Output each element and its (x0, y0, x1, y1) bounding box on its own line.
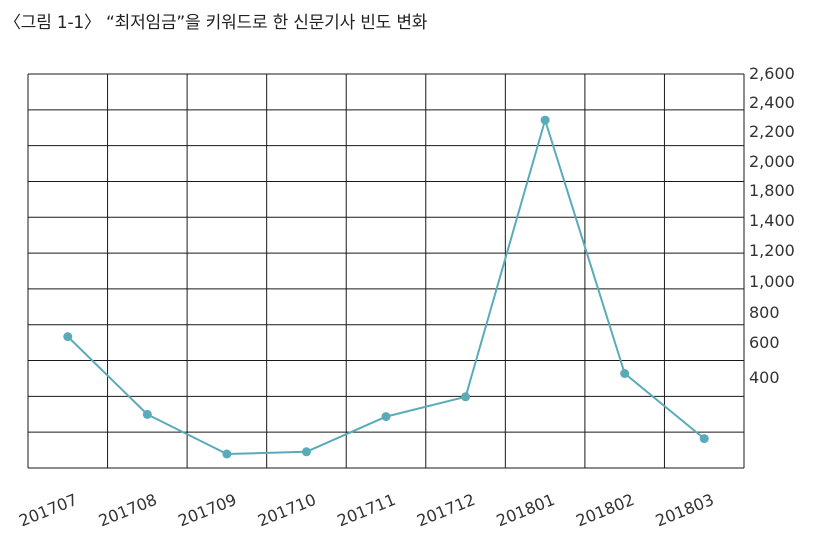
x-axis-ticks: 201707 201708 201709 201710 201711 201712 2018… (16, 490, 716, 530)
y-tick-label: 400 (749, 368, 780, 387)
y-tick-label: 600 (749, 333, 780, 352)
data-point (222, 449, 232, 459)
x-tick-label: 201709 (175, 490, 239, 530)
x-tick-label: 201802 (573, 490, 637, 530)
data-point (63, 332, 73, 342)
data-point (620, 369, 630, 378)
x-tick-label: 201707 (16, 490, 80, 530)
y-axis-ticks: 2,600 2,400 2,200 2,000 1,800 1,400 1,200 1,000… (749, 64, 795, 387)
y-tick-label: 2,000 (749, 152, 795, 171)
y-tick-label: 1,800 (749, 181, 795, 200)
series (63, 115, 709, 459)
data-point (142, 409, 152, 419)
y-tick-label: 2,600 (749, 64, 795, 83)
y-tick-label: 2,400 (749, 93, 795, 112)
chart-title: 〈그림 1-1〉 “최저임금”을 키워드로 한 신문기사 빈도 변화 (4, 13, 428, 33)
grid (27, 73, 745, 469)
x-tick-label: 201803 (653, 490, 717, 530)
y-tick-label: 1,200 (749, 241, 795, 260)
y-tick-label: 2,200 (749, 122, 795, 141)
data-point (461, 392, 471, 402)
series-line (67, 119, 705, 455)
x-tick-label: 201711 (335, 490, 399, 530)
y-tick-label: 1,400 (749, 211, 795, 230)
y-tick-label: 800 (749, 303, 780, 322)
x-tick-label: 201710 (255, 490, 319, 530)
x-tick-label: 201801 (494, 490, 558, 530)
data-point (381, 412, 391, 422)
data-point (301, 447, 311, 457)
data-point (699, 434, 709, 444)
x-tick-label: 201712 (414, 490, 478, 530)
x-tick-label: 201708 (96, 490, 160, 530)
data-point (540, 115, 550, 125)
y-tick-label: 1,000 (749, 272, 795, 291)
